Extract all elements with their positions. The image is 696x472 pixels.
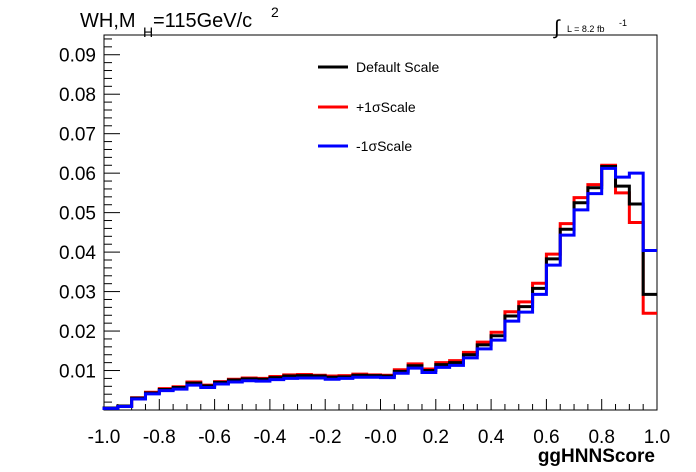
y-tick-label: 0.04 (59, 243, 96, 264)
x-tick-label: -0.8 (143, 427, 176, 448)
x-tick-label: -1.0 (88, 427, 121, 448)
y-tick-label: 0.02 (59, 322, 96, 343)
y-tick-label: 0.06 (59, 164, 96, 185)
integral-symbol: ∫ (553, 17, 561, 39)
legend-label-default: Default Scale (356, 59, 439, 75)
title-superscript: 2 (271, 4, 279, 20)
y-tick-label: 0.07 (59, 125, 96, 146)
y-tick-label: 0.09 (59, 46, 96, 67)
x-tick-label: 0.4 (478, 427, 505, 448)
chart-title: WH,M H =115GeV/c 2 (80, 4, 279, 40)
legend-label-minus-sigma: -1σScale (356, 138, 412, 154)
x-axis-label: ggHNNScore (538, 446, 655, 467)
luminosity-label: ∫ L = 8.2 fb -1 (553, 17, 627, 39)
legend: Default Scale +1σScale -1σScale (318, 59, 439, 154)
x-tick-label: 0.2 (423, 427, 449, 448)
y-tick-label: 0.05 (59, 204, 96, 225)
x-tick-label: 1.0 (644, 427, 670, 448)
axes: -1.0 -0.8 -0.6 -0.4 -0.2 -0.0 0.2 0.4 0.6 0.8 1.0 0… (59, 38, 670, 448)
x-tick-label: -0.2 (309, 427, 342, 448)
luminosity-superscript: -1 (619, 18, 627, 28)
x-tick-label: -0.4 (254, 427, 287, 448)
title-rest: =115GeV/c (153, 10, 252, 32)
y-tick-label: 0.08 (59, 85, 96, 106)
y-tick-label: 0.03 (59, 283, 96, 304)
series-group (102, 163, 657, 410)
legend-label-plus-sigma: +1σScale (356, 99, 416, 115)
x-tick-label: -0.6 (198, 427, 231, 448)
x-tick-label: 0.6 (533, 427, 559, 448)
luminosity-text: L = 8.2 fb (567, 24, 604, 34)
series-minus-sigma-scale (102, 166, 657, 410)
y-tick-label: 0.01 (59, 362, 96, 383)
title-subscript: H (143, 24, 153, 40)
x-tick-label: 0.8 (588, 427, 614, 448)
title-main: WH,M (80, 10, 136, 32)
x-tick-label: -0.0 (364, 427, 397, 448)
